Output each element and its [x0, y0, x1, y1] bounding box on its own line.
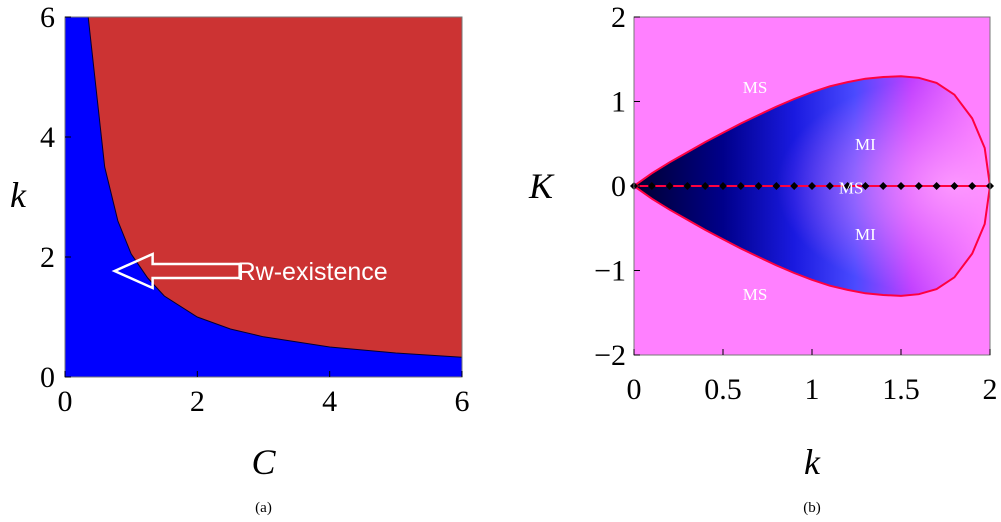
diamond-marker: [772, 182, 781, 190]
panel-b: MS MI MS MI MS 0 0.5 1 1.5 2 −2 −1 0 1 2 k K (b): [528, 1, 998, 516]
left-arrow-icon: [111, 252, 241, 290]
diamond-marker: [790, 182, 799, 190]
region-label-mi: MI: [855, 135, 876, 154]
panel-a-ticks: 0 2 4 6 0 2 4 6: [40, 1, 470, 418]
y-tick-label: 2: [40, 241, 55, 274]
diamond-marker: [647, 182, 656, 190]
panel-b-ticks: 0 0.5 1 1.5 2 −2 −1 0 1 2: [594, 1, 997, 406]
x-tick-label: 4: [322, 385, 337, 418]
panel-b-x-axis-label: k: [804, 442, 821, 482]
region-label-ms: MS: [743, 78, 768, 97]
region-label-ms: MS: [743, 285, 768, 304]
diamond-marker: [914, 182, 923, 190]
panel-a-annotation: Rw-existence: [111, 252, 388, 290]
y-tick-label: −2: [594, 339, 626, 372]
diamond-marker: [719, 182, 727, 190]
panel-b-caption: (b): [803, 500, 821, 516]
region-label-mi: MI: [855, 225, 876, 244]
x-tick-label: 6: [455, 385, 470, 418]
x-tick-label: 2: [190, 385, 205, 418]
y-tick-label: 6: [40, 1, 55, 34]
diamond-marker: [932, 182, 941, 190]
x-tick-label: 0.5: [704, 373, 742, 406]
diamond-marker: [808, 182, 816, 190]
panel-a-caption: (a): [255, 500, 272, 516]
y-tick-label: 4: [40, 121, 55, 154]
diamond-marker: [968, 182, 977, 190]
y-tick-label: −1: [594, 255, 626, 288]
y-tick-label: 2: [611, 1, 626, 34]
x-tick-label: 0: [58, 385, 73, 418]
panel-a-x-axis-label: C: [251, 442, 276, 482]
panel-a-boundary-curve: [87, 16, 463, 358]
annotation-rw-existence: Rw-existence: [238, 258, 388, 286]
diamond-marker: [736, 182, 745, 190]
y-tick-label: 0: [611, 170, 626, 203]
diamond-marker: [950, 182, 959, 190]
diamond-marker: [754, 182, 763, 190]
x-tick-label: 1.5: [882, 373, 920, 406]
diamond-marker: [683, 182, 692, 190]
diamond-marker: [861, 182, 870, 190]
panel-a-y-axis-label: k: [10, 175, 27, 215]
diamond-marker: [897, 182, 905, 190]
panel-a-region-below: [65, 17, 462, 377]
panel-a: 0 2 4 6 0 2 4 6 Rw-existence C k (a): [10, 1, 469, 516]
diamond-marker: [843, 182, 852, 190]
x-tick-label: 0: [627, 373, 642, 406]
y-tick-label: 0: [40, 361, 55, 394]
region-label-ms: MS: [839, 179, 864, 198]
panel-b-region-labels: MS MI MS MI MS: [743, 78, 876, 304]
y-tick-label: 1: [611, 86, 626, 119]
diamond-marker: [879, 182, 888, 190]
diamond-marker: [665, 182, 674, 190]
panel-b-markers: [630, 182, 994, 190]
x-tick-label: 2: [983, 373, 998, 406]
panel-a-plot-frame: [64, 16, 463, 378]
x-tick-label: 1: [805, 373, 820, 406]
panel-b-y-axis-label: K: [528, 166, 555, 206]
diamond-marker: [825, 182, 834, 190]
diamond-marker: [701, 182, 710, 190]
